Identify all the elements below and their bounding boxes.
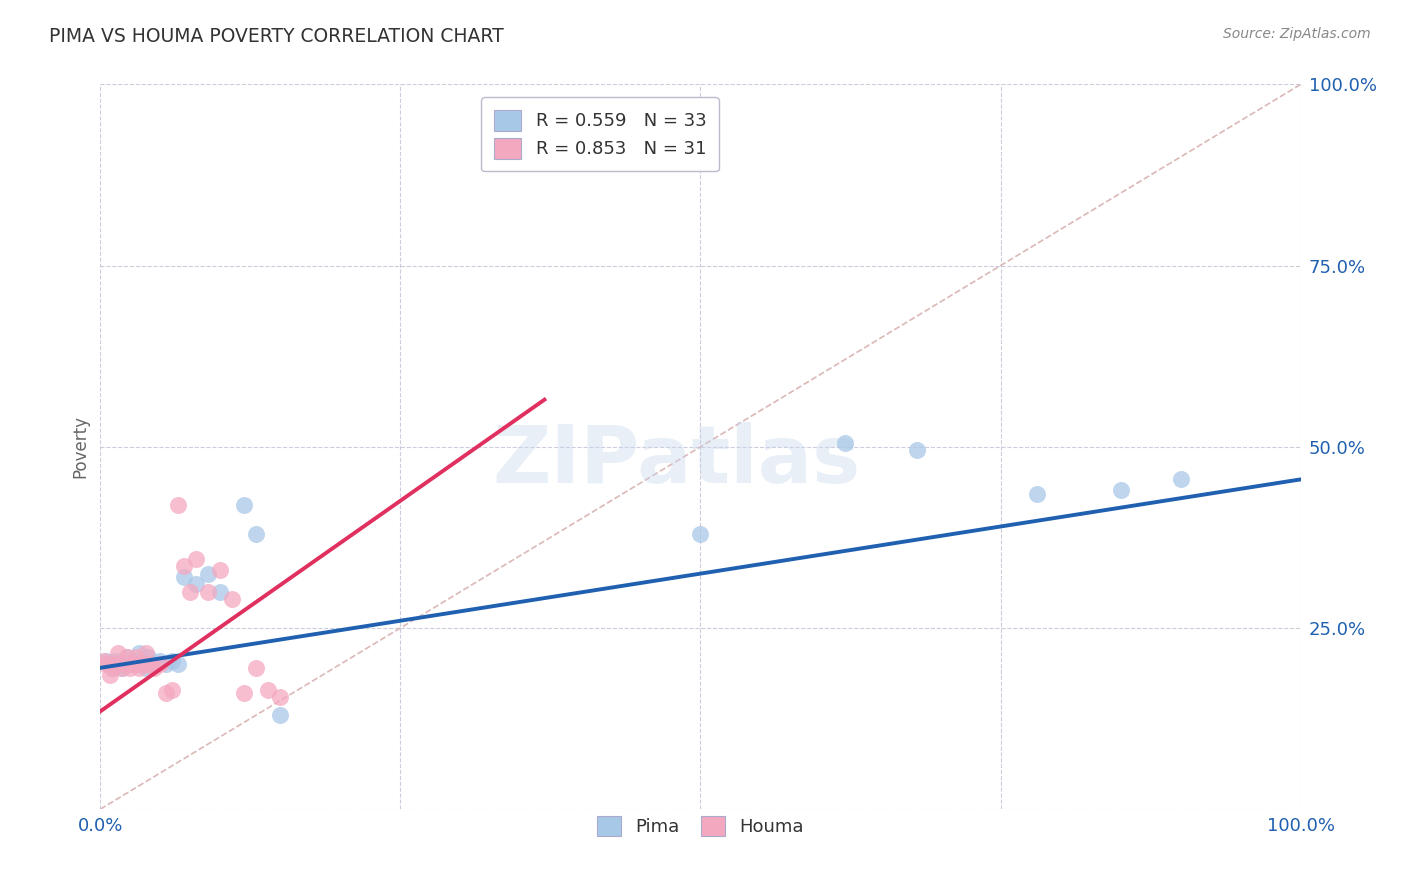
Point: [115, 649, 138, 664]
Point: [1170, 472, 1192, 486]
Point: [1109, 483, 1132, 498]
Point: [149, 657, 172, 672]
Point: [149, 654, 172, 668]
Point: [233, 498, 256, 512]
Point: [120, 661, 142, 675]
Point: [93, 654, 115, 668]
Text: PIMA VS HOUMA POVERTY CORRELATION CHART: PIMA VS HOUMA POVERTY CORRELATION CHART: [49, 27, 503, 45]
Point: [104, 657, 127, 672]
Point: [173, 570, 195, 584]
Point: [138, 657, 160, 672]
Y-axis label: Poverty: Poverty: [72, 416, 89, 478]
Point: [98, 668, 121, 682]
Point: [135, 646, 157, 660]
Point: [245, 526, 267, 541]
Point: [233, 686, 256, 700]
Point: [209, 563, 232, 577]
Point: [101, 661, 124, 675]
Text: ZIPatlas: ZIPatlas: [492, 422, 860, 500]
Point: [128, 646, 150, 660]
Point: [186, 552, 208, 566]
Point: [135, 661, 157, 675]
Point: [131, 657, 153, 672]
Point: [107, 646, 129, 660]
Point: [143, 657, 166, 672]
Point: [1025, 487, 1047, 501]
Point: [834, 436, 856, 450]
Point: [143, 661, 166, 675]
Point: [197, 566, 219, 581]
Point: [186, 577, 208, 591]
Point: [131, 657, 153, 672]
Point: [101, 661, 124, 675]
Point: [112, 657, 135, 672]
Point: [179, 584, 201, 599]
Point: [905, 443, 928, 458]
Point: [115, 649, 138, 664]
Point: [111, 661, 134, 675]
Text: Source: ZipAtlas.com: Source: ZipAtlas.com: [1223, 27, 1371, 41]
Point: [120, 657, 142, 672]
Point: [162, 682, 184, 697]
Point: [221, 591, 243, 606]
Point: [96, 657, 118, 672]
Point: [162, 654, 184, 668]
Point: [138, 649, 160, 664]
Point: [197, 584, 219, 599]
Point: [112, 657, 135, 672]
Point: [245, 661, 267, 675]
Point: [209, 584, 232, 599]
Point: [269, 690, 291, 704]
Point: [96, 654, 118, 668]
Point: [155, 657, 177, 672]
Point: [104, 654, 127, 668]
Point: [125, 657, 148, 672]
Point: [128, 661, 150, 675]
Point: [173, 559, 195, 574]
Point: [122, 657, 145, 672]
Point: [98, 657, 121, 672]
Point: [122, 654, 145, 668]
Point: [167, 657, 190, 672]
Point: [125, 649, 148, 664]
Point: [269, 707, 291, 722]
Point: [257, 682, 280, 697]
Point: [689, 526, 711, 541]
Legend: Pima, Houma: Pima, Houma: [591, 809, 811, 844]
Point: [107, 657, 129, 672]
Point: [155, 686, 177, 700]
Point: [111, 661, 134, 675]
Point: [167, 498, 190, 512]
